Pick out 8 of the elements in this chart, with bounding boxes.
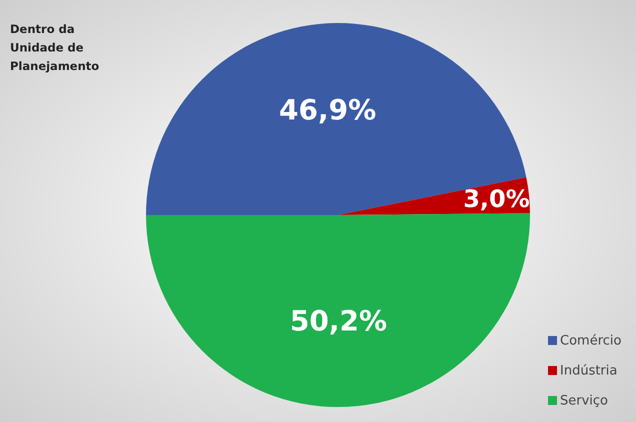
pie-slice bbox=[146, 213, 530, 407]
legend-label: Indústria bbox=[560, 364, 618, 379]
legend-label: Serviço bbox=[560, 394, 608, 409]
text: Dentro da Unidade de Planejamento bbox=[10, 22, 100, 73]
data-label: 3,0% bbox=[463, 184, 530, 213]
data-label: 50,2% bbox=[290, 304, 388, 338]
legend-label: Comércio bbox=[560, 334, 622, 349]
data-label: 46,9% bbox=[279, 94, 376, 127]
